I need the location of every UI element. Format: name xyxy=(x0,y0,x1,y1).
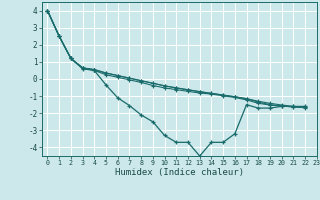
X-axis label: Humidex (Indice chaleur): Humidex (Indice chaleur) xyxy=(115,168,244,177)
